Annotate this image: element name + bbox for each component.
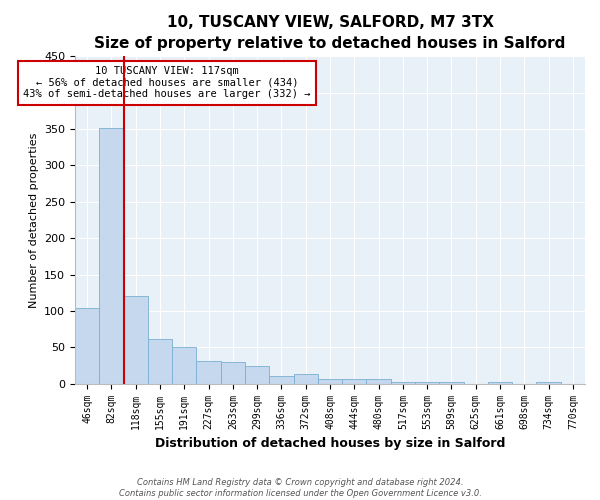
- Bar: [100, 128, 124, 384]
- Bar: [318, 380, 342, 384]
- Bar: [536, 382, 561, 384]
- Title: 10, TUSCANY VIEW, SALFORD, M7 3TX
Size of property relative to detached houses i: 10, TUSCANY VIEW, SALFORD, M7 3TX Size o…: [94, 15, 566, 51]
- Bar: [293, 374, 318, 384]
- Bar: [75, 308, 100, 384]
- Bar: [196, 361, 221, 384]
- Bar: [415, 382, 439, 384]
- Text: 10 TUSCANY VIEW: 117sqm
← 56% of detached houses are smaller (434)
43% of semi-d: 10 TUSCANY VIEW: 117sqm ← 56% of detache…: [23, 66, 311, 100]
- Bar: [488, 382, 512, 384]
- Bar: [439, 382, 464, 384]
- Y-axis label: Number of detached properties: Number of detached properties: [29, 132, 38, 308]
- Bar: [391, 382, 415, 384]
- Bar: [245, 366, 269, 384]
- Bar: [269, 376, 293, 384]
- Bar: [172, 348, 196, 384]
- X-axis label: Distribution of detached houses by size in Salford: Distribution of detached houses by size …: [155, 437, 505, 450]
- Bar: [124, 296, 148, 384]
- Bar: [221, 362, 245, 384]
- Bar: [367, 378, 391, 384]
- Text: Contains HM Land Registry data © Crown copyright and database right 2024.
Contai: Contains HM Land Registry data © Crown c…: [119, 478, 481, 498]
- Bar: [342, 378, 367, 384]
- Bar: [148, 338, 172, 384]
